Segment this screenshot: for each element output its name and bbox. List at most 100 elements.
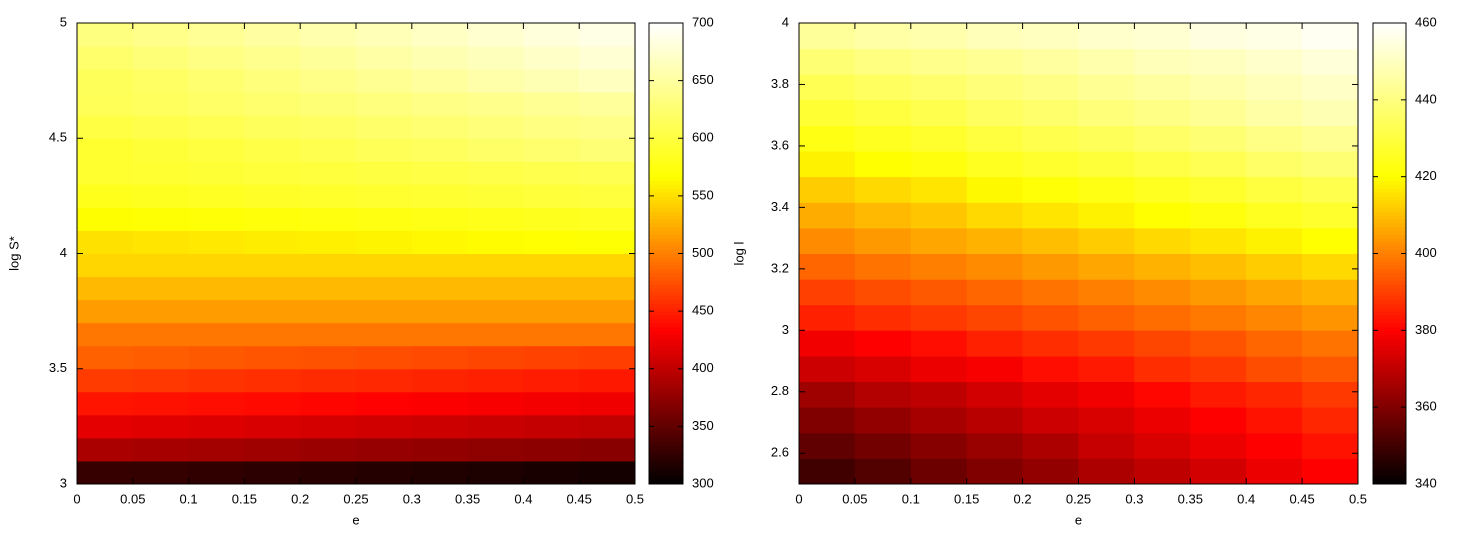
colorbar-tick-label: 600 bbox=[692, 130, 714, 145]
heat-cell bbox=[523, 161, 580, 185]
heat-cell bbox=[356, 138, 413, 162]
heat-cell bbox=[1078, 125, 1135, 152]
heat-cell bbox=[132, 322, 190, 347]
x-axis-label: e bbox=[352, 512, 359, 527]
colorbar-strip bbox=[1373, 311, 1406, 316]
heat-cell bbox=[1302, 304, 1359, 331]
colorbar-strip bbox=[649, 49, 683, 55]
heat-cell bbox=[1134, 330, 1191, 357]
heat-cell bbox=[523, 207, 580, 231]
heat-cell bbox=[1078, 304, 1135, 331]
heat-cell bbox=[1302, 125, 1359, 152]
heat-cell bbox=[799, 407, 856, 434]
heat-cell bbox=[244, 69, 301, 93]
colorbar-strip bbox=[1373, 334, 1406, 339]
heat-cell bbox=[523, 46, 580, 70]
heat-cell bbox=[1134, 407, 1191, 434]
heat-cell bbox=[579, 322, 636, 347]
heat-cell bbox=[1302, 407, 1359, 434]
colorbar-tick-label: 440 bbox=[1415, 91, 1437, 106]
heat-cell bbox=[1078, 381, 1135, 408]
heat-cell bbox=[910, 432, 968, 459]
colorbar-tick-label: 460 bbox=[1415, 14, 1437, 29]
heat-cell bbox=[523, 368, 580, 393]
heat-cell bbox=[799, 458, 856, 485]
heat-cell bbox=[467, 69, 524, 93]
heat-cell bbox=[356, 391, 413, 416]
colorbar-strip bbox=[1373, 387, 1406, 393]
colorbar-tick-label: 350 bbox=[692, 418, 714, 433]
colorbar-strip bbox=[649, 165, 683, 170]
heat-cell bbox=[910, 381, 968, 408]
heat-cell bbox=[77, 460, 134, 485]
colorbar-strip bbox=[649, 38, 683, 43]
colorbar-strip bbox=[649, 157, 683, 162]
colorbar-strip bbox=[649, 299, 683, 304]
heat-cell bbox=[356, 322, 413, 347]
heat-cell bbox=[1190, 407, 1247, 434]
colorbar-strip bbox=[1373, 376, 1406, 381]
colorbar-strip bbox=[1373, 207, 1406, 212]
heat-cell bbox=[467, 437, 524, 462]
heat-cell bbox=[411, 207, 469, 231]
heat-cell bbox=[300, 92, 357, 116]
heat-cell bbox=[1134, 227, 1191, 254]
heat-cell bbox=[910, 99, 968, 127]
heat-cell bbox=[799, 99, 856, 127]
y-tick-label: 3.8 bbox=[771, 76, 789, 91]
heat-cell bbox=[356, 92, 413, 116]
x-tick-label: 0.05 bbox=[120, 491, 145, 506]
heat-cell bbox=[467, 460, 524, 485]
heat-cell bbox=[132, 207, 190, 231]
heat-cell bbox=[300, 345, 357, 370]
colorbar-strip bbox=[649, 338, 683, 343]
y-tick-label: 3.2 bbox=[771, 260, 789, 275]
colorbar-strip bbox=[1373, 265, 1406, 270]
heat-cell bbox=[1302, 432, 1359, 459]
colorbar-strip bbox=[649, 380, 683, 385]
heat-cell bbox=[854, 253, 912, 280]
heat-cell bbox=[467, 276, 524, 301]
y-axis-label: log l bbox=[731, 241, 746, 265]
colorbar-strip bbox=[649, 368, 683, 374]
heat-cell bbox=[799, 74, 856, 101]
heat-cell bbox=[1134, 279, 1191, 306]
heat-cell bbox=[1302, 99, 1359, 127]
heat-cell bbox=[1246, 202, 1303, 229]
heat-cell bbox=[1302, 227, 1359, 254]
heat-cell bbox=[799, 48, 856, 75]
heat-cell bbox=[132, 161, 190, 185]
heat-cell bbox=[1134, 202, 1191, 229]
colorbar-strip bbox=[1373, 303, 1406, 308]
colorbar-strip bbox=[649, 307, 683, 312]
colorbar-strip bbox=[1373, 261, 1406, 266]
colorbar-strip bbox=[649, 84, 683, 89]
heat-cell bbox=[1246, 407, 1303, 434]
colorbar-strip bbox=[649, 172, 683, 178]
heat-cell bbox=[854, 279, 912, 306]
heat-cell bbox=[411, 345, 469, 370]
heat-cell bbox=[300, 161, 357, 185]
heat-cell bbox=[1022, 176, 1079, 203]
heat-cell bbox=[1246, 23, 1303, 50]
heat-cell bbox=[523, 253, 580, 278]
colorbar-strip bbox=[649, 330, 683, 335]
colorbar-strip bbox=[1373, 138, 1406, 143]
heat-cell bbox=[579, 46, 636, 70]
x-tick-label: 0.45 bbox=[1289, 491, 1314, 506]
heat-cell bbox=[854, 202, 912, 229]
heat-cell bbox=[356, 161, 413, 185]
heat-cell bbox=[1302, 279, 1359, 306]
x-tick-label: 0.25 bbox=[1066, 491, 1091, 506]
heat-cell bbox=[854, 227, 912, 254]
heat-cell bbox=[1078, 458, 1135, 485]
heat-cell bbox=[910, 23, 968, 50]
colorbar-strip bbox=[649, 334, 683, 339]
heat-cell bbox=[77, 276, 134, 301]
colorbar-strip bbox=[649, 42, 683, 47]
heat-cell bbox=[966, 279, 1024, 306]
heat-cell bbox=[1134, 432, 1191, 459]
heat-cell bbox=[77, 46, 134, 70]
heat-cell bbox=[244, 299, 301, 324]
heat-cell bbox=[244, 368, 301, 393]
